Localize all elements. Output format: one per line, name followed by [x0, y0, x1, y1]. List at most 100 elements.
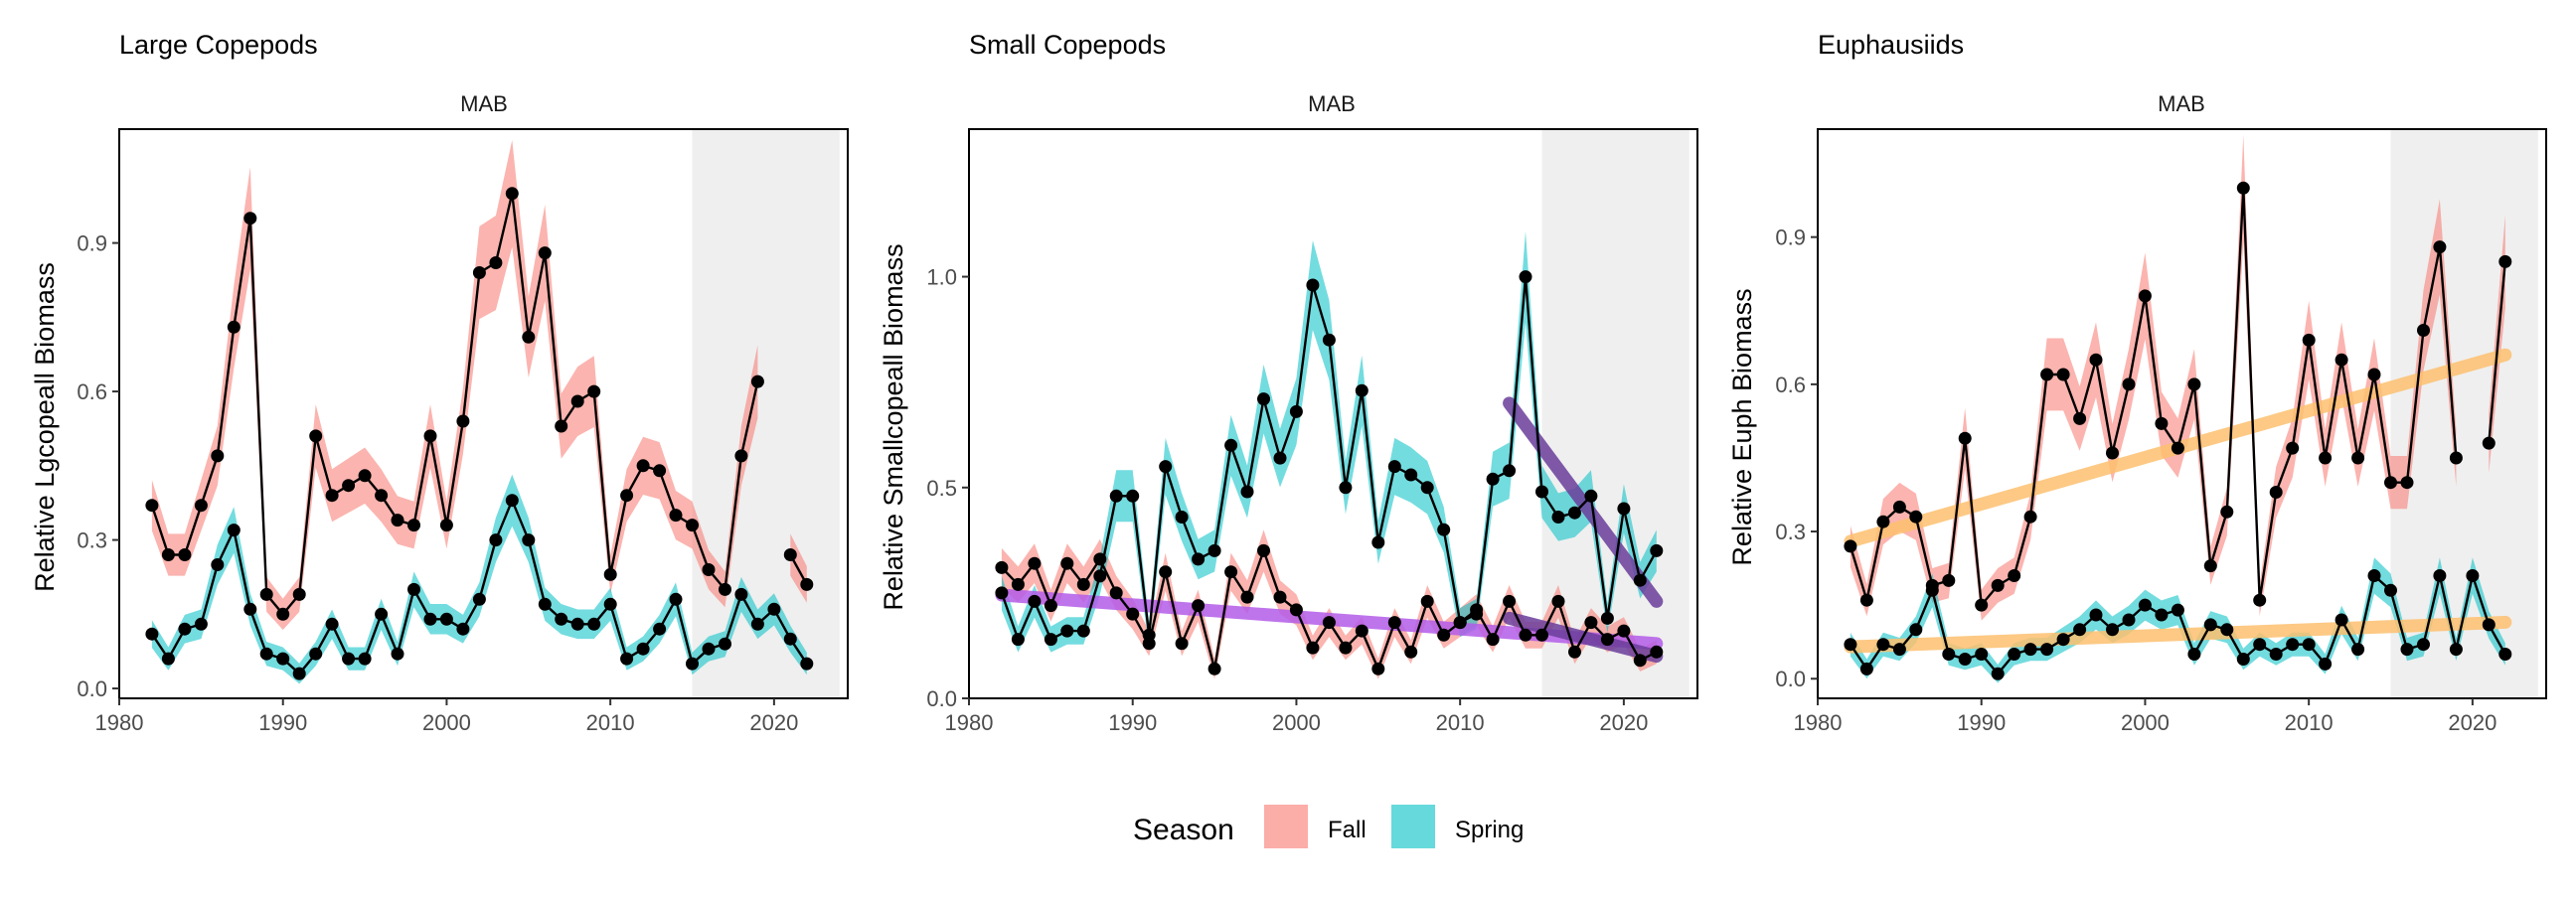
data-point-fall: [1257, 543, 1270, 557]
data-point-fall: [1568, 645, 1581, 659]
data-point-fall: [686, 519, 699, 532]
data-point-fall: [1600, 633, 1614, 647]
data-point-spring: [178, 622, 192, 636]
legend-key-fall: [1264, 805, 1308, 848]
data-point-fall: [2138, 289, 2152, 303]
data-point-spring: [325, 617, 339, 631]
data-point-fall: [1519, 628, 1532, 642]
data-point-fall: [1650, 645, 1664, 659]
data-point-fall: [472, 266, 486, 279]
data-point-spring: [2073, 623, 2087, 637]
data-point-fall: [2319, 451, 2333, 465]
data-point-fall: [1503, 594, 1517, 608]
data-point-fall: [1306, 641, 1320, 655]
data-point-fall: [538, 246, 552, 260]
data-point-spring: [750, 617, 764, 631]
y-axis-label: Relative Euph Biomass: [1727, 288, 1757, 565]
data-point-spring: [1844, 638, 1857, 652]
data-point-spring: [2187, 648, 2201, 661]
data-point-fall: [2351, 451, 2365, 465]
data-point-spring: [505, 494, 519, 508]
data-point-spring: [2367, 569, 2381, 582]
x-tick-label: 2010: [586, 710, 635, 735]
data-point-fall: [423, 429, 437, 443]
panel-euphausiids: Euphausiids MAB Relative Euph Biomass 19…: [1727, 30, 2547, 735]
data-point-fall: [750, 375, 764, 388]
x-tick-label: 2000: [1272, 710, 1321, 735]
data-point-spring: [1486, 472, 1500, 486]
data-point-fall: [2040, 368, 2054, 381]
data-point-fall: [1991, 578, 2005, 592]
ribbon-spring: [1001, 230, 1657, 653]
data-point-fall: [1044, 599, 1057, 613]
data-point-spring: [1371, 535, 1385, 549]
data-point-spring: [2023, 643, 2037, 657]
data-point-spring: [587, 617, 601, 631]
panel-title: Euphausiids: [1818, 30, 1964, 60]
data-point-spring: [1011, 633, 1025, 647]
data-point-spring: [1420, 481, 1434, 495]
data-point-fall: [1273, 590, 1287, 604]
x-tick-label: 2020: [2448, 710, 2496, 735]
data-point-spring: [2269, 648, 2283, 661]
data-point-fall: [375, 489, 389, 503]
data-point-spring: [653, 622, 667, 636]
x-tick-label: 1980: [1794, 710, 1843, 735]
data-point-fall: [2417, 324, 2430, 337]
data-point-fall: [620, 489, 634, 503]
data-point-spring: [391, 647, 404, 661]
series-line-fall: [1849, 188, 2506, 609]
data-point-fall: [2106, 446, 2119, 460]
panel-large-copepods: Large Copepods MAB Relative Lgcopeall Bi…: [30, 30, 849, 735]
data-point-spring: [995, 586, 1009, 600]
data-point-fall: [2400, 476, 2414, 490]
data-point-fall: [1126, 607, 1140, 621]
data-point-spring: [1470, 607, 1484, 621]
data-point-fall: [1224, 565, 1238, 579]
data-point-spring: [767, 602, 781, 616]
data-point-spring: [145, 627, 159, 641]
y-axis-label: Relative Lgcopeall Biomass: [30, 262, 60, 592]
x-tick-label: 1990: [258, 710, 307, 735]
data-point-spring: [1355, 383, 1368, 397]
data-point-spring: [669, 592, 683, 606]
data-point-fall: [2089, 353, 2103, 367]
data-point-spring: [259, 647, 273, 661]
data-point-fall: [1420, 594, 1434, 608]
data-point-spring: [292, 667, 306, 680]
y-tick-label: 0.5: [926, 476, 957, 501]
data-point-spring: [1551, 511, 1565, 524]
x-tick-label: 2020: [749, 710, 798, 735]
data-point-spring: [1617, 502, 1631, 516]
data-point-spring: [243, 602, 257, 616]
data-point-fall: [439, 519, 453, 532]
data-point-fall: [734, 449, 748, 463]
data-point-fall: [194, 499, 208, 513]
data-point-spring: [1503, 464, 1517, 478]
data-point-fall: [276, 607, 290, 621]
y-axis-label: Relative Smallcopeall Biomass: [879, 243, 908, 610]
facet-label: MAB: [460, 91, 508, 116]
x-tick-label: 2010: [1436, 710, 1485, 735]
data-point-fall: [1437, 628, 1451, 642]
data-point-spring: [1289, 404, 1303, 418]
data-point-fall: [1584, 616, 1598, 630]
data-point-fall: [259, 587, 273, 601]
data-point-fall: [1011, 577, 1025, 591]
data-point-fall: [407, 519, 420, 532]
data-point-spring: [636, 642, 650, 656]
panel-border: [1817, 128, 2547, 699]
data-point-spring: [2286, 638, 2300, 652]
y-tick-label: 0.6: [1775, 373, 1806, 397]
data-point-fall: [358, 469, 372, 483]
data-point-spring: [1224, 438, 1238, 452]
data-point-fall: [2384, 476, 2397, 490]
y-tick-label: 0.6: [77, 379, 107, 404]
data-point-spring: [1975, 648, 1989, 661]
data-point-spring: [1257, 392, 1270, 406]
data-point-spring: [456, 622, 470, 636]
data-point-fall: [505, 187, 519, 201]
data-point-spring: [1076, 624, 1090, 638]
data-point-fall: [2253, 593, 2267, 607]
data-point-spring: [719, 637, 731, 651]
